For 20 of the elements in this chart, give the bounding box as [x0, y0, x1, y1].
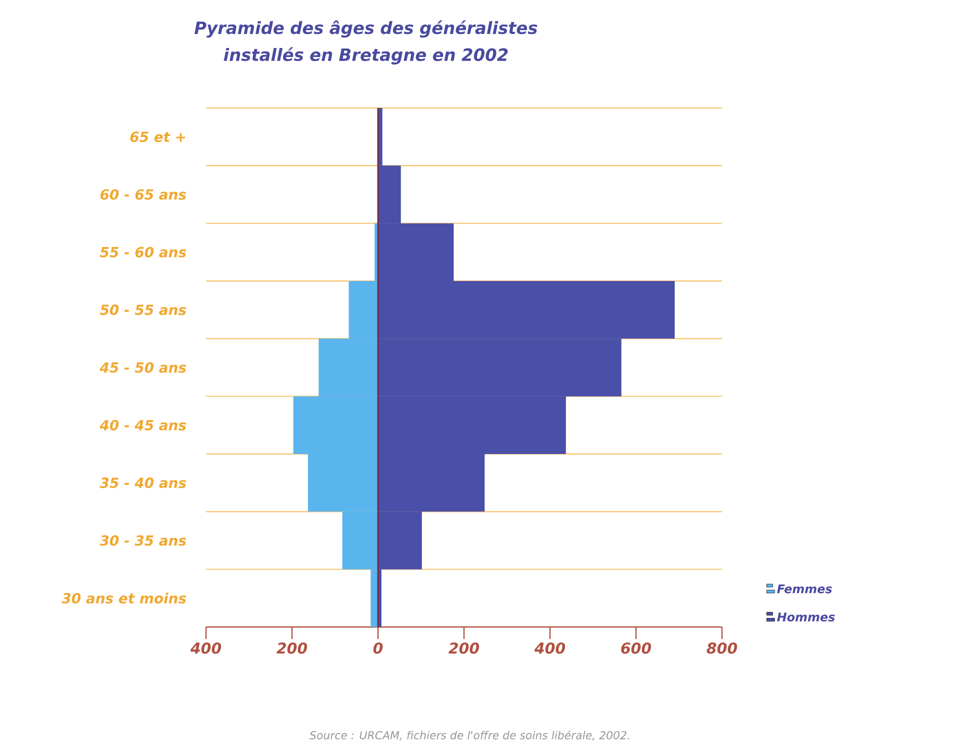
y-tick-label: 65 et + — [130, 132, 186, 142]
legend-label: Hommes — [777, 612, 835, 622]
x-tick-label: 200 — [448, 642, 480, 654]
y-tick-label: 30 - 35 ans — [100, 535, 186, 546]
x-tick-label: 600 — [621, 642, 652, 654]
x-tick-label: 200 — [276, 642, 308, 654]
x-tick-label: 800 — [706, 642, 738, 654]
y-tick-label: 50 - 55 ans — [100, 304, 186, 316]
y-tick-label: 60 - 65 ans — [100, 189, 186, 200]
y-tick-label: 45 - 50 ans — [100, 362, 186, 373]
legend-label: Femmes — [777, 584, 832, 594]
y-tick-label: 55 - 60 ans — [100, 246, 186, 258]
y-tick-label: 30 ans et moins — [62, 592, 186, 604]
x-tick-label: 0 — [373, 642, 383, 654]
y-tick-label: 35 - 40 ans — [100, 478, 186, 488]
x-tick-label: 400 — [190, 642, 222, 654]
source-note: Source : URCAM, fichiers de l'offre de soins libérale, 2002. — [310, 730, 630, 740]
chart-title: Pyramide des âges des généralistes installés en Bretagne en 2002 — [194, 20, 538, 64]
x-tick-label: 400 — [534, 642, 566, 654]
y-tick-label: 40 - 45 ans — [100, 420, 186, 430]
